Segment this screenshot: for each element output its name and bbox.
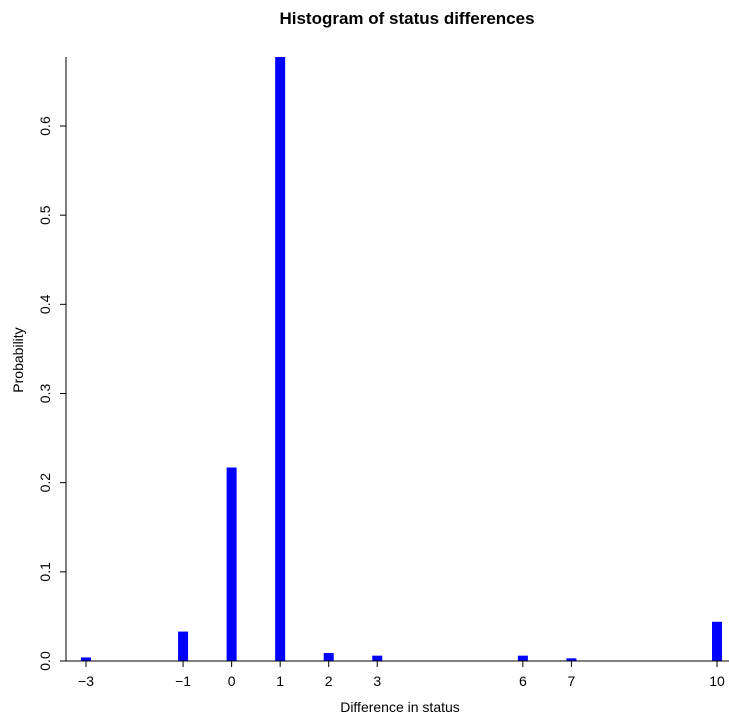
y-tick-label: 0.6	[37, 116, 53, 136]
y-tick-label: 0.0	[37, 651, 53, 671]
x-axis-label: Difference in status	[340, 699, 460, 715]
y-tick-label: 0.4	[37, 294, 53, 314]
x-tick-label: 6	[519, 673, 527, 689]
bar	[566, 658, 577, 661]
x-axis: −3 −1 0 1 2 3 6 7 10	[66, 660, 729, 689]
x-tick-label: 0	[228, 673, 236, 689]
bar	[712, 621, 723, 661]
bar	[517, 655, 528, 661]
y-tick-label: 0.1	[37, 562, 53, 582]
bar	[372, 655, 383, 661]
x-tick-label: 10	[709, 673, 725, 689]
x-tick-label: −3	[78, 673, 94, 689]
chart-title: Histogram of status differences	[279, 9, 534, 28]
bars-group	[81, 57, 723, 661]
y-tick-label: 0.3	[37, 384, 53, 404]
y-tick-label: 0.5	[37, 205, 53, 225]
y-axis-label: Probability	[10, 327, 26, 392]
bar	[275, 57, 286, 661]
y-tick-label: 0.2	[37, 473, 53, 493]
x-tick-label: 7	[568, 673, 576, 689]
y-axis: 0.0 0.1 0.2 0.3 0.4 0.5 0.6	[37, 57, 67, 671]
x-tick-label: 2	[325, 673, 333, 689]
bar	[178, 631, 189, 661]
bar	[81, 657, 91, 661]
bar	[323, 652, 334, 661]
x-tick-label: 1	[276, 673, 284, 689]
bar	[226, 467, 237, 661]
x-tick-label: 3	[373, 673, 381, 689]
x-tick-label: −1	[175, 673, 191, 689]
